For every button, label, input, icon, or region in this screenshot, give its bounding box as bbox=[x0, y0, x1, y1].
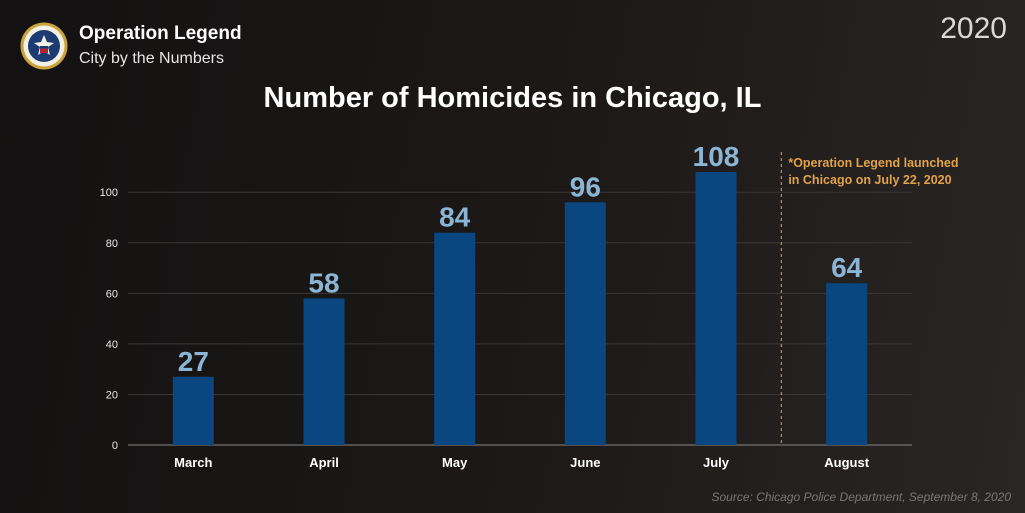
doj-seal-icon bbox=[20, 22, 68, 70]
value-label-june: 96 bbox=[570, 171, 601, 202]
y-tick-label: 0 bbox=[112, 440, 118, 452]
x-tick-labels: March April May June July August bbox=[174, 455, 870, 470]
y-tick-label: 60 bbox=[106, 288, 118, 300]
bar-april bbox=[303, 298, 345, 445]
annotation-line: *Operation Legend launched bbox=[788, 156, 958, 170]
y-tick-label: 100 bbox=[100, 187, 118, 199]
annotation-line: in Chicago on July 22, 2020 bbox=[788, 173, 951, 187]
annotation: *Operation Legend launched in Chicago on … bbox=[780, 152, 959, 445]
y-tick-label: 20 bbox=[106, 389, 118, 401]
value-label-april: 58 bbox=[308, 267, 339, 298]
value-label-august: 64 bbox=[831, 252, 863, 283]
x-tick-label-march: March bbox=[174, 455, 212, 470]
bar-june bbox=[564, 202, 606, 445]
brand-title: Operation Legend bbox=[79, 23, 242, 44]
chart-title: Number of Homicides in Chicago, IL bbox=[263, 82, 762, 114]
y-tick-label: 40 bbox=[106, 339, 118, 351]
bar-july bbox=[695, 172, 737, 445]
value-label-july: 108 bbox=[693, 141, 740, 172]
value-label-march: 27 bbox=[178, 346, 209, 377]
bar-march bbox=[172, 376, 214, 445]
year-label: 2020 bbox=[940, 12, 1007, 45]
bar-may bbox=[434, 232, 476, 445]
x-tick-label-april: April bbox=[309, 455, 339, 470]
source-note: Source: Chicago Police Department, Septe… bbox=[711, 490, 1011, 504]
x-tick-label-may: May bbox=[442, 455, 468, 470]
brand-subtitle: City by the Numbers bbox=[79, 50, 224, 67]
y-tick-label: 80 bbox=[106, 238, 118, 250]
bars bbox=[172, 172, 868, 445]
bar-august bbox=[826, 283, 868, 445]
x-tick-label-june: June bbox=[570, 455, 600, 470]
x-tick-label-july: July bbox=[703, 455, 730, 470]
value-labels: 27 58 84 96 108 64 bbox=[178, 141, 863, 377]
value-label-may: 84 bbox=[439, 202, 471, 233]
grid-lines bbox=[128, 191, 912, 446]
x-tick-label-august: August bbox=[824, 455, 869, 470]
y-tick-labels: 0 20 40 60 80 100 bbox=[100, 187, 118, 452]
